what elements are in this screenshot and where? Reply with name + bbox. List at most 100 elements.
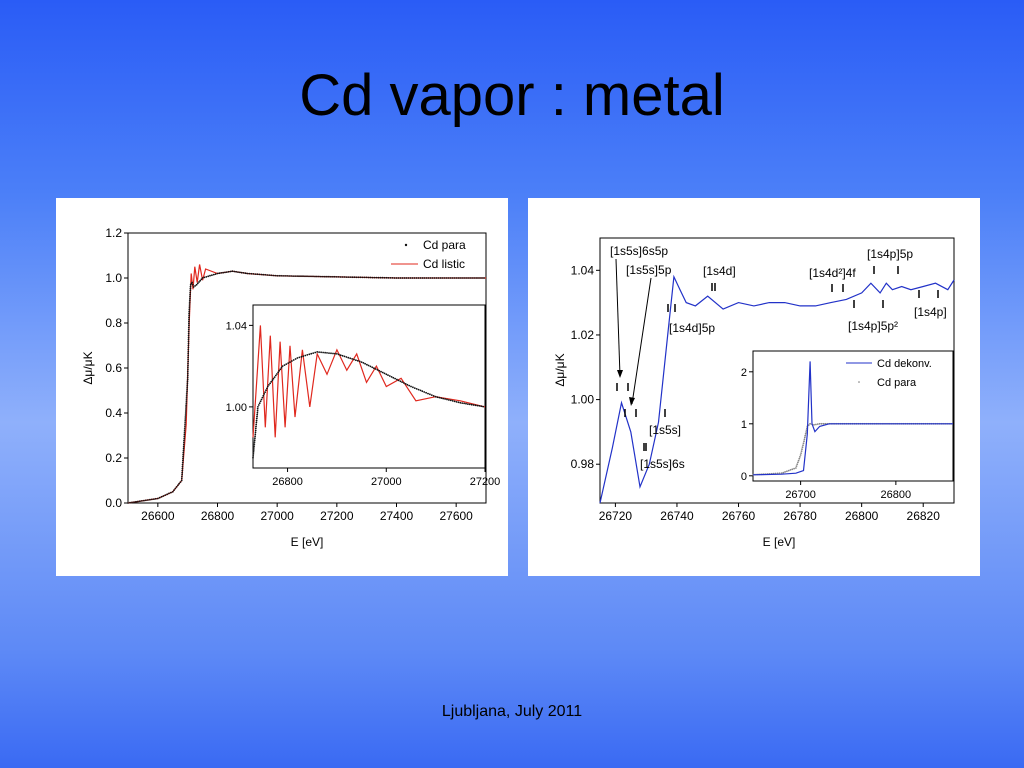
main-point-cd-para [227, 270, 230, 273]
main-point-cd-para [341, 276, 344, 278]
inset-point-cd-para [383, 372, 386, 375]
main-point-cd-para [143, 499, 145, 502]
inset-point-cd-para [256, 415, 258, 418]
main-point-cd-para [185, 402, 188, 404]
inset-point-cd-para [362, 362, 365, 364]
main-point-cd-para [164, 494, 167, 496]
inset-point-cd-para [256, 411, 259, 414]
main-point-cd-para [183, 432, 186, 434]
inset-point-cd-para [369, 365, 372, 368]
main-point-cd-para [333, 275, 336, 278]
main-point-cd-para [359, 276, 362, 279]
inset-right-point-cd-para [797, 459, 800, 462]
inset-point-cd-para [252, 449, 255, 451]
main-point-cd-para [184, 412, 187, 414]
main-plot-frame-right [599, 237, 955, 504]
inset-right-point-cd-para [804, 432, 807, 435]
inset-point-cd-para [296, 357, 299, 359]
main-point-cd-para [183, 435, 186, 438]
inset-point-cd-para [423, 391, 426, 393]
inset-point-cd-para [394, 377, 396, 380]
main-point-cd-para [453, 277, 456, 279]
main-point-cd-para [185, 406, 187, 408]
inset-point-cd-para [300, 355, 303, 358]
legend-dot-cd-para [404, 243, 408, 247]
main-point-cd-para [465, 277, 467, 279]
main-point-cd-para [417, 277, 420, 279]
inset-point-cd-para [406, 383, 409, 386]
y-axis-label: Δμ/μK [81, 351, 95, 384]
inset-right-point-cd-para [815, 423, 817, 426]
main-point-cd-para [252, 273, 255, 275]
main-point-cd-para [187, 364, 189, 367]
inset-point-cd-para [374, 368, 377, 370]
main-point-cd-para [332, 275, 334, 278]
main-point-cd-para [188, 324, 190, 327]
main-point-cd-para [187, 354, 190, 357]
main-point-cd-para [258, 273, 261, 276]
main-point-cd-para [181, 463, 184, 466]
inset-point-cd-para [478, 405, 481, 407]
inset-point-cd-para [270, 380, 273, 383]
main-point-cd-para [224, 271, 226, 274]
inset-x-tick-label: 26800 [272, 476, 303, 488]
inset-point-cd-para [322, 351, 324, 354]
inset-point-cd-para [345, 356, 348, 358]
main-y-tick-label: 0.6 [105, 361, 122, 375]
main-point-cd-para [153, 498, 155, 500]
inset-point-cd-para [465, 402, 467, 405]
main-point-cd-para [316, 275, 318, 278]
inset-point-cd-para [256, 409, 259, 412]
main-point-cd-para [349, 276, 352, 278]
main-point-cd-para [244, 272, 247, 275]
inset-point-cd-para [367, 364, 370, 367]
x-axis-label-right: E [eV] [763, 535, 796, 549]
inset-point-cd-para [265, 389, 267, 392]
main-point-cd-para [379, 276, 382, 279]
main-point-cd-para [188, 303, 191, 305]
main-point-cd-para [401, 277, 404, 279]
main-point-cd-para [186, 382, 189, 385]
inset-right-point-cd-para [818, 422, 821, 425]
inset-point-cd-para [410, 385, 412, 388]
main-point-cd-para [187, 360, 190, 363]
inset-point-cd-para [292, 359, 295, 361]
inset-x-tick-label: 27200 [470, 476, 501, 488]
main-point-cd-para [187, 332, 190, 335]
main-point-cd-para [288, 275, 290, 277]
main-point-cd-para [314, 275, 316, 278]
main-point-cd-para [431, 277, 434, 279]
main-point-cd-para [192, 283, 194, 286]
inset-point-cd-para [366, 363, 368, 366]
inset-right-point-cd-para [820, 422, 823, 425]
main-point-cd-para [189, 293, 192, 296]
main-point-cd-para [186, 384, 189, 387]
main-point-cd-para [187, 362, 189, 365]
inset-point-cd-para [417, 388, 420, 391]
inset-right-point-cd-para [809, 422, 811, 425]
inset-point-cd-para [291, 360, 293, 362]
inset-point-cd-para [278, 369, 281, 372]
inset-series-cd-listic [252, 325, 486, 438]
inset-point-cd-para [287, 362, 290, 364]
main-point-cd-para [149, 498, 151, 501]
inset-point-cd-para [349, 357, 352, 360]
main-point-cd-para [240, 271, 243, 274]
main-point-cd-para [198, 281, 200, 283]
inset-point-cd-para [280, 366, 283, 369]
main-point-cd-para [357, 276, 360, 279]
main-point-cd-para [447, 277, 450, 279]
main-point-cd-para [187, 328, 190, 331]
main-point-cd-para [377, 276, 380, 279]
main-point-cd-para [187, 352, 190, 355]
inset-point-cd-para [364, 362, 366, 365]
main-point-cd-para [298, 275, 300, 278]
inset-point-cd-para [353, 358, 355, 361]
main-point-cd-para [187, 340, 190, 343]
inset-right-y-tick-label: 1 [741, 419, 747, 431]
inset-point-cd-para [255, 421, 258, 424]
main-point-cd-para [158, 496, 161, 499]
main-point-cd-para [181, 465, 184, 468]
main-point-cd-para [473, 277, 475, 279]
main-point-cd-para [187, 330, 190, 333]
